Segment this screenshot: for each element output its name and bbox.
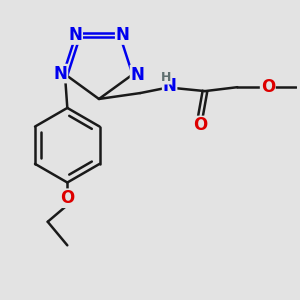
Text: N: N: [130, 65, 144, 83]
Text: N: N: [163, 77, 177, 95]
Text: O: O: [261, 78, 275, 96]
Text: O: O: [193, 116, 207, 134]
Text: N: N: [116, 26, 130, 44]
Text: N: N: [53, 64, 68, 82]
Text: N: N: [68, 26, 82, 44]
Text: H: H: [160, 71, 171, 84]
Text: O: O: [60, 189, 74, 207]
